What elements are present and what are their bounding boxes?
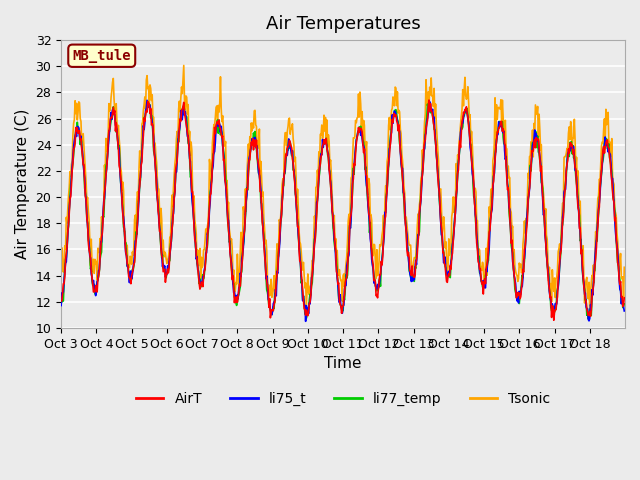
Legend: AirT, li75_t, li77_temp, Tsonic: AirT, li75_t, li77_temp, Tsonic	[130, 386, 556, 412]
Y-axis label: Air Temperature (C): Air Temperature (C)	[15, 109, 30, 259]
Title: Air Temperatures: Air Temperatures	[266, 15, 420, 33]
Text: MB_tule: MB_tule	[72, 49, 131, 63]
X-axis label: Time: Time	[324, 356, 362, 371]
